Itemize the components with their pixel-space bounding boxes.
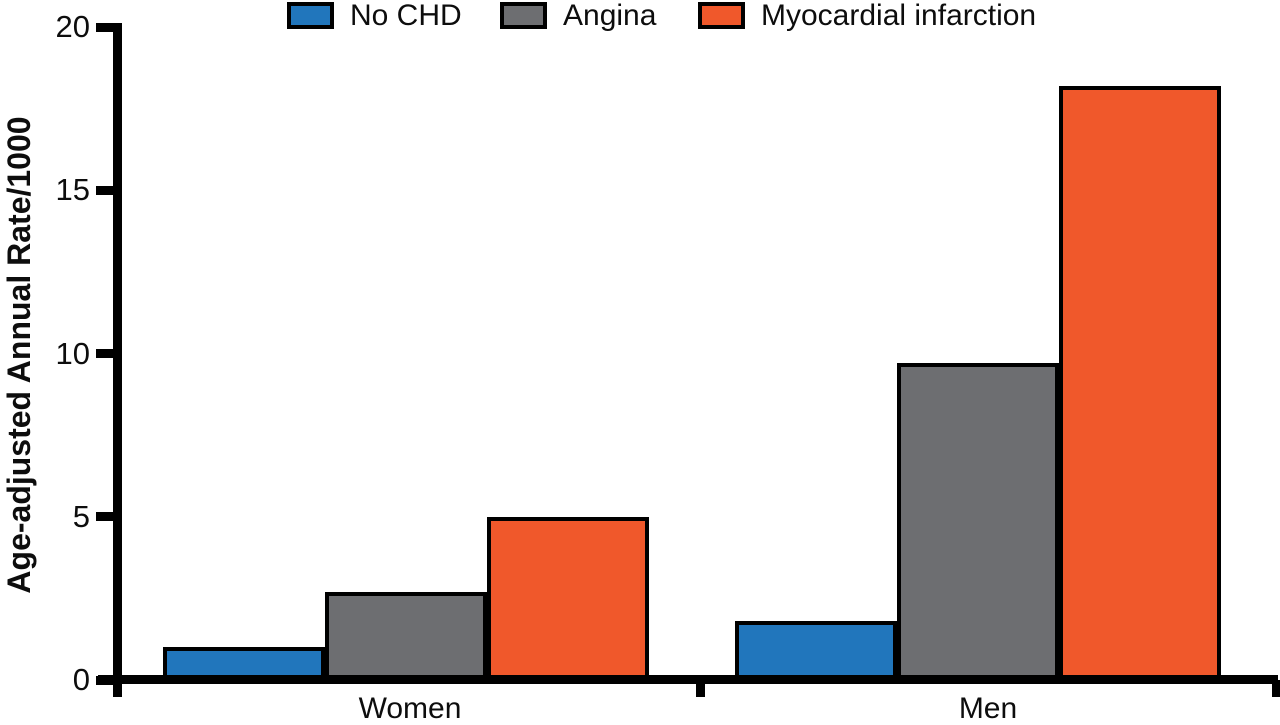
legend-label-no-chd: No CHD <box>350 0 462 32</box>
y-axis-line <box>113 23 122 697</box>
bar-women-myocardial-infarction <box>487 516 649 680</box>
y-tick-label-20: 20 <box>55 9 90 44</box>
y-tick-20 <box>96 22 122 32</box>
y-tick-label-5: 5 <box>72 498 90 534</box>
legend-swatch-no-chd <box>287 2 334 29</box>
legend-item-angina: Angina <box>500 0 656 31</box>
x-axis-tick-1 <box>1271 680 1280 697</box>
y-tick-15 <box>96 185 122 195</box>
y-tick-10 <box>96 349 122 358</box>
y-tick-label-0: 0 <box>72 662 90 697</box>
x-axis-label-men: Men <box>958 692 1018 725</box>
bar-men-no-chd <box>735 621 897 680</box>
legend-item-no-chd: No CHD <box>287 0 462 31</box>
x-axis-tick-0 <box>695 680 705 697</box>
bar-men-angina <box>897 363 1059 680</box>
y-tick-label-10: 10 <box>55 335 90 371</box>
x-axis-label-women: Women <box>358 692 462 725</box>
bar-women-angina <box>325 591 487 680</box>
legend-item-myocardial-infarction: Myocardial infarction <box>698 0 1036 31</box>
y-tick-label-15: 15 <box>55 172 90 208</box>
legend-swatch-angina <box>500 2 547 29</box>
x-axis-line <box>98 675 1278 684</box>
bar-men-myocardial-infarction <box>1059 85 1221 680</box>
legend-label-myocardial-infarction: Myocardial infarction <box>761 0 1037 32</box>
y-tick-5 <box>96 512 122 522</box>
legend-swatch-myocardial-infarction <box>698 2 745 29</box>
legend-label-angina: Angina <box>563 0 657 32</box>
